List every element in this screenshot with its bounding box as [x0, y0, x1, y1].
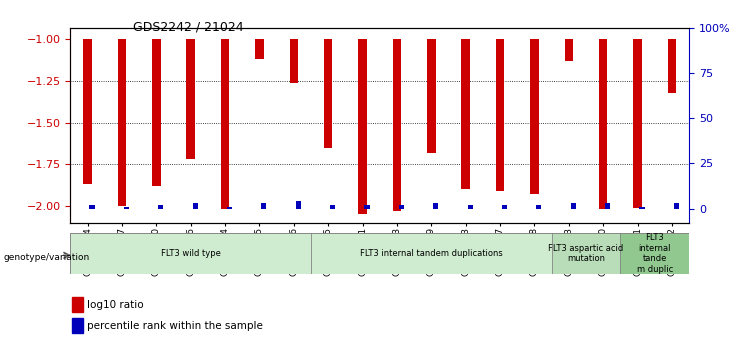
Bar	[634, 39, 642, 208]
Bar	[359, 39, 367, 214]
Bar	[496, 39, 505, 191]
Bar	[462, 39, 470, 189]
Bar	[365, 205, 370, 209]
Bar	[536, 205, 542, 209]
Bar	[193, 203, 198, 209]
Bar	[668, 39, 677, 92]
Bar	[118, 39, 126, 206]
Bar	[221, 39, 230, 209]
Bar	[296, 201, 301, 209]
Bar	[152, 39, 161, 186]
Text: percentile rank within the sample: percentile rank within the sample	[87, 321, 263, 331]
Bar	[290, 39, 298, 82]
Bar	[571, 203, 576, 209]
Bar	[73, 297, 83, 312]
Bar	[187, 39, 195, 159]
Bar	[159, 205, 163, 209]
Bar	[90, 205, 95, 209]
Bar	[551, 233, 620, 274]
Bar	[73, 318, 83, 333]
Bar	[620, 233, 689, 274]
Bar	[227, 207, 232, 209]
Bar	[433, 203, 439, 209]
Bar	[639, 207, 645, 209]
Text: FLT3
internal
tande
m duplic: FLT3 internal tande m duplic	[637, 234, 673, 274]
Bar	[605, 203, 611, 209]
Bar	[565, 39, 573, 61]
Bar	[311, 233, 551, 274]
Bar	[393, 39, 401, 211]
Bar	[83, 39, 92, 184]
Text: FLT3 internal tandem duplications: FLT3 internal tandem duplications	[360, 249, 502, 258]
Text: FLT3 wild type: FLT3 wild type	[161, 249, 221, 258]
Bar	[399, 205, 404, 209]
Bar	[674, 203, 679, 209]
Bar	[124, 207, 129, 209]
Bar	[599, 39, 608, 209]
Bar	[255, 39, 264, 59]
Bar	[502, 205, 507, 209]
Bar	[70, 233, 311, 274]
Bar	[330, 205, 335, 209]
Text: FLT3 aspartic acid
mutation: FLT3 aspartic acid mutation	[548, 244, 624, 263]
Text: GDS2242 / 21024: GDS2242 / 21024	[133, 21, 244, 34]
Bar	[530, 39, 539, 194]
Text: genotype/variation: genotype/variation	[4, 253, 90, 262]
Bar	[468, 205, 473, 209]
Text: log10 ratio: log10 ratio	[87, 300, 144, 310]
Bar	[324, 39, 333, 148]
Bar	[262, 203, 267, 209]
Bar	[427, 39, 436, 152]
